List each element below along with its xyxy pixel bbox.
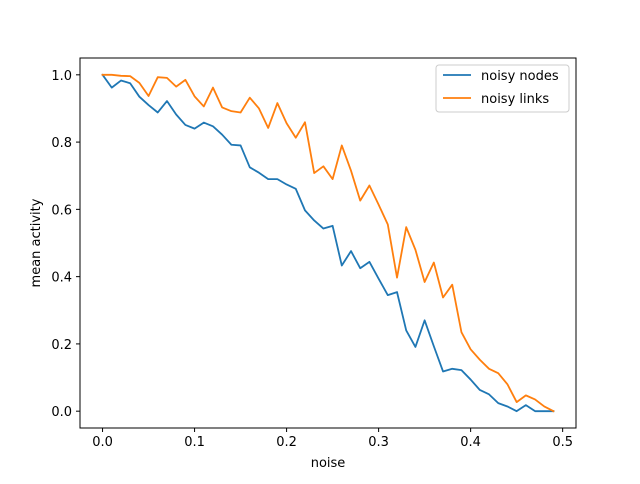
legend-label-noisy-nodes: noisy nodes bbox=[481, 69, 559, 84]
y-axis-ticks: 0.0 0.2 0.4 0.6 0.8 1.0 bbox=[51, 69, 80, 420]
x-axis-label: noise bbox=[311, 456, 346, 471]
x-tick-label: 0.4 bbox=[460, 435, 481, 450]
y-tick-label: 0.8 bbox=[51, 136, 72, 151]
plot-lines bbox=[101, 73, 555, 413]
series-line-noisy-links bbox=[101, 73, 555, 413]
x-axis-ticks: 0.0 0.1 0.2 0.3 0.4 0.5 bbox=[92, 428, 573, 450]
legend: noisy nodes noisy links bbox=[435, 64, 570, 113]
y-tick-label: 0.4 bbox=[51, 271, 72, 286]
y-tick-label: 0.6 bbox=[51, 203, 72, 218]
x-tick-label: 0.5 bbox=[552, 435, 573, 450]
x-tick-label: 0.2 bbox=[276, 435, 297, 450]
y-tick-label: 0.2 bbox=[51, 338, 72, 353]
x-tick-label: 0.3 bbox=[368, 435, 389, 450]
legend-label-noisy-links: noisy links bbox=[481, 92, 549, 107]
axes-frame bbox=[79, 57, 577, 429]
x-tick-label: 0.1 bbox=[184, 435, 205, 450]
legend-frame bbox=[435, 64, 570, 113]
x-tick-label: 0.0 bbox=[92, 435, 113, 450]
series-line-noisy-nodes bbox=[101, 73, 555, 413]
y-axis-label: mean activity bbox=[29, 198, 44, 287]
y-tick-label: 1.0 bbox=[51, 69, 72, 84]
y-tick-label: 0.0 bbox=[51, 405, 72, 420]
